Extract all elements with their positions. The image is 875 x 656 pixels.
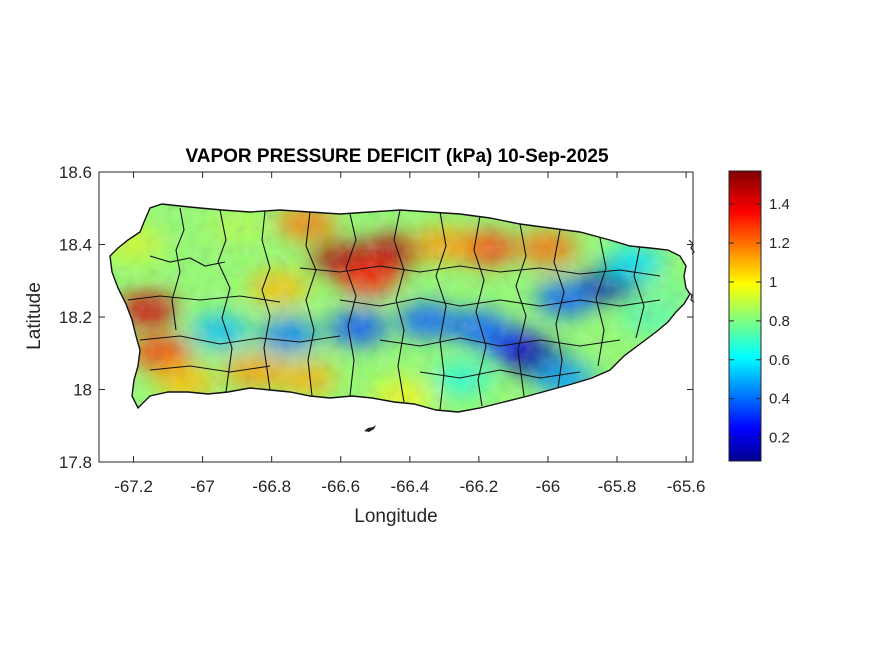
municipality-boundary-15 <box>299 265 661 277</box>
colorbar-tick-label: 0.8 <box>769 313 790 330</box>
colorbar-ticks: 0.2 0.4 0.6 0.8 1 1.2 1.4 <box>729 196 790 447</box>
y-tick-label: 17.8 <box>59 453 92 472</box>
y-tick-label: 18 <box>73 381 92 400</box>
municipality-boundary-18 <box>419 369 581 379</box>
x-axis: -67.2 -67 -66.8 -66.6 -66.4 -66.2 -66 -65.8 -65.… <box>114 172 705 496</box>
x-tick-label: -67.2 <box>114 477 153 496</box>
municipality-boundaries <box>127 207 661 411</box>
municipality-boundary-17 <box>379 337 621 347</box>
municipality-boundary-8 <box>473 215 487 407</box>
y-axis-label: Latitude <box>24 282 45 350</box>
vieques-edge <box>687 291 695 303</box>
island-outline <box>109 203 691 413</box>
x-tick-label: -65.6 <box>667 477 706 496</box>
municipality-boundary-1 <box>171 207 185 331</box>
x-tick-label: -65.8 <box>598 477 637 496</box>
colorbar-tick-label: 0.6 <box>769 352 790 369</box>
chart-title: VAPOR PRESSURE DEFICIT (kPa) 10-Sep-2025 <box>185 146 608 167</box>
municipality-boundary-14 <box>139 335 341 345</box>
x-tick-label: -66 <box>536 477 561 496</box>
municipality-boundary-16 <box>339 297 661 307</box>
colorbar-tick-label: 1 <box>769 274 777 291</box>
x-tick-label: -67 <box>190 477 215 496</box>
municipality-boundary-6 <box>393 209 405 403</box>
municipality-boundary-5 <box>345 213 357 397</box>
caja-de-muerto-islet <box>364 425 376 432</box>
y-tick-label: 18.6 <box>59 163 92 182</box>
municipality-boundary-13 <box>127 295 281 303</box>
x-axis-label: Longitude <box>354 506 437 527</box>
colorbar-tick-label: 0.2 <box>769 430 790 447</box>
y-tick-label: 18.4 <box>59 236 92 255</box>
colorbar-tick-label: 1.2 <box>769 235 790 252</box>
x-tick-label: -66.6 <box>321 477 360 496</box>
colorbar-tick-label: 0.4 <box>769 391 790 408</box>
municipality-boundary-2 <box>217 209 233 393</box>
x-tick-label: -66.4 <box>390 477 429 496</box>
municipality-boundary-0 <box>149 255 226 267</box>
municipality-boundary-11 <box>595 237 607 367</box>
municipality-boundary-12 <box>633 245 645 339</box>
municipality-boundary-3 <box>261 210 271 391</box>
y-tick-label: 18.2 <box>59 308 92 327</box>
municipality-boundary-10 <box>553 229 565 389</box>
y-axis: 17.8 18 18.2 18.4 18.6 <box>59 163 693 472</box>
municipality-boundary-9 <box>515 223 527 397</box>
culebra-edge <box>688 239 695 255</box>
colorbar-tick-label: 1.4 <box>769 196 790 213</box>
vpd-map <box>110 204 690 412</box>
x-tick-label: -66.2 <box>460 477 499 496</box>
colorbar <box>728 170 762 462</box>
municipality-boundary-4 <box>305 211 317 397</box>
x-tick-label: -66.8 <box>252 477 291 496</box>
municipality-boundary-19 <box>149 365 271 373</box>
municipality-boundary-7 <box>435 211 447 411</box>
